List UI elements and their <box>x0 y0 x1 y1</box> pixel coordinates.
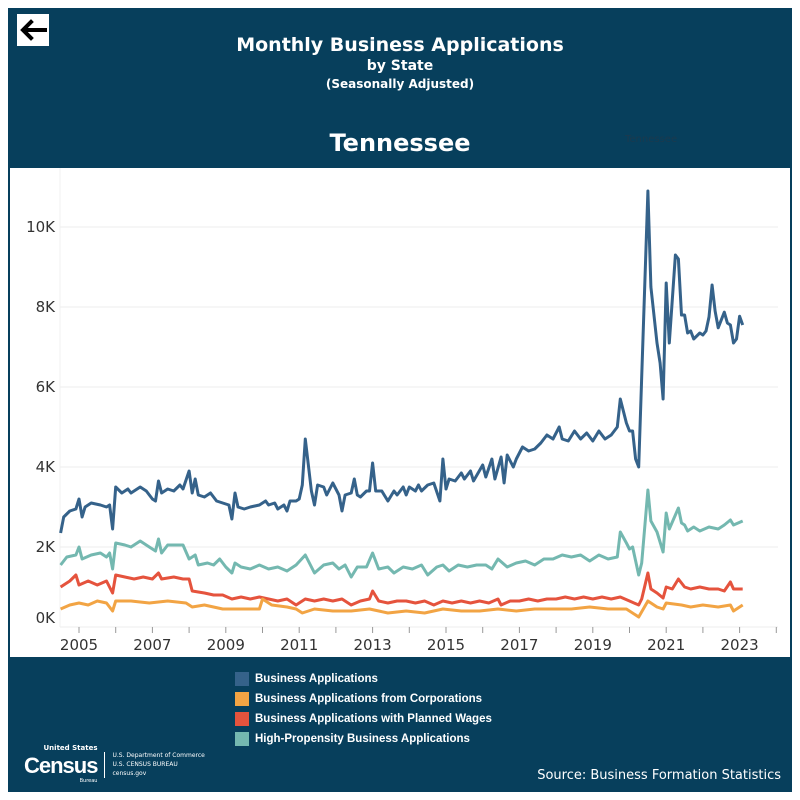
back-button[interactable] <box>17 14 49 46</box>
arrow-left-icon <box>20 19 47 41</box>
legend-label: High-Propensity Business Applications <box>255 733 470 745</box>
x-tick-label: 2005 <box>60 636 98 654</box>
dept-line: census.gov <box>112 770 147 777</box>
x-tick-label: 2013 <box>354 636 392 654</box>
x-tick-label: 2015 <box>427 636 465 654</box>
y-tick-label: 0K <box>36 609 57 627</box>
legend-item[interactable]: Business Applications <box>235 669 492 689</box>
legend-label: Business Applications from Corporations <box>255 693 483 705</box>
line-chart: 0K 2K 4K 6K 8K 10K 2005 2007 2009 2011 2013 2015 201… <box>26 168 778 654</box>
logo-line: United States <box>43 744 98 752</box>
page-subtitle: by State <box>366 58 434 74</box>
chart-title: Tennessee <box>329 129 471 157</box>
source-note: Source: Business Formation Statistics <box>537 768 781 783</box>
x-tick-label: 2017 <box>500 636 538 654</box>
legend-label: Business Applications with Planned Wages <box>255 713 492 725</box>
legend-swatch <box>235 672 249 686</box>
page-title: Monthly Business Applications <box>236 34 564 56</box>
legend-swatch <box>235 692 249 706</box>
series-line-business-applications-from-corporations <box>60 597 744 619</box>
chart-panel: 0K 2K 4K 6K 8K 10K 2005 2007 2009 2011 2013 2015 201… <box>10 168 790 657</box>
y-tick-label: 6K <box>36 378 57 396</box>
series-line-high-propensity-business-applications <box>59 488 744 579</box>
logo-divider <box>104 751 106 778</box>
legend: Business Applications Business Applicati… <box>235 669 492 749</box>
legend-item[interactable]: Business Applications from Corporations <box>235 689 492 709</box>
series-line-business-applications <box>59 189 745 534</box>
dept-line: U.S. CENSUS BUREAU <box>112 761 178 768</box>
x-tick-label: 2023 <box>721 636 759 654</box>
adjustment-note: (Seasonally Adjusted) <box>325 77 475 91</box>
legend-item[interactable]: Business Applications with Planned Wages <box>235 709 492 729</box>
x-tick-label: 2007 <box>133 636 171 654</box>
y-tick-label: 2K <box>36 538 57 556</box>
x-tick-label: 2019 <box>574 636 612 654</box>
y-tick-label: 4K <box>36 458 57 476</box>
logo-wordmark: Census <box>24 753 98 778</box>
x-tick-label: 2011 <box>280 636 318 654</box>
logo-line: Bureau <box>79 778 98 784</box>
series-line-business-applications-with-planned-wages <box>59 571 743 607</box>
legend-item[interactable]: High-Propensity Business Applications <box>235 729 492 749</box>
legend-swatch <box>235 712 249 726</box>
legend-swatch <box>235 732 249 746</box>
hidden-state-label: Tennessee <box>625 134 678 145</box>
x-tick-label: 2009 <box>207 636 245 654</box>
legend-label: Business Applications <box>255 673 378 685</box>
dept-line: U.S. Department of Commerce <box>112 752 205 759</box>
y-tick-label: 10K <box>26 218 56 236</box>
x-tick-label: 2021 <box>647 636 685 654</box>
y-tick-label: 8K <box>36 298 57 316</box>
census-logo: United States Census Bureau U.S. Departm… <box>24 744 205 785</box>
